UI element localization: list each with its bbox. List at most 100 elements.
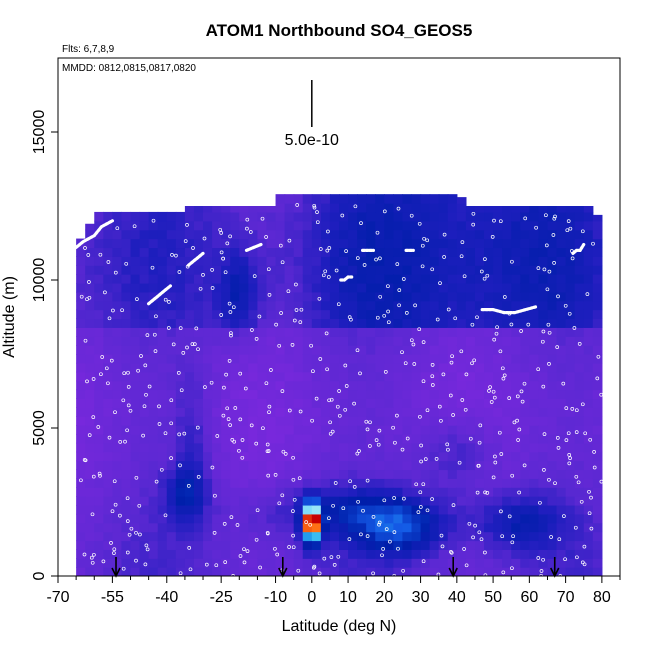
sample-marker (470, 322, 475, 327)
curtain-cell (402, 549, 413, 559)
curtain-cell (293, 203, 304, 213)
curtain-cell (94, 211, 104, 222)
curtain-cell (284, 265, 295, 275)
curtain-cell (230, 478, 240, 488)
curtain-cell (302, 265, 313, 275)
curtain-cell (302, 256, 313, 266)
curtain-cell (293, 389, 304, 399)
curtain-cell (85, 238, 95, 249)
curtain-cell (384, 229, 394, 240)
curtain-cell (547, 318, 558, 328)
curtain-cell (366, 256, 376, 266)
curtain-cell (112, 220, 123, 231)
curtain-cell (85, 522, 95, 533)
curtain-cell (447, 398, 458, 408)
sample-marker (377, 428, 382, 433)
curtain-cell (239, 531, 249, 542)
curtain-cell (157, 211, 168, 222)
curtain-cell (465, 354, 476, 364)
curtain-cell (384, 504, 394, 515)
curtain-cell (166, 362, 177, 373)
sample-marker (542, 432, 547, 436)
curtain-cell (547, 282, 558, 293)
curtain-cell (366, 362, 376, 373)
curtain-cell (339, 354, 349, 364)
curtain-cell (565, 336, 576, 346)
curtain-cell (529, 531, 540, 542)
sample-marker (144, 543, 149, 548)
sample-marker (471, 222, 476, 227)
curtain-cell (484, 371, 494, 382)
curtain-cell (357, 336, 367, 346)
curtain-cell (375, 513, 385, 524)
curtain-cell (502, 362, 512, 373)
curtain-cell (465, 300, 476, 311)
curtain-cell (203, 398, 213, 408)
curtain-cell (411, 549, 422, 559)
curtain-cell (502, 451, 512, 462)
curtain-cell (221, 451, 231, 462)
curtain-cell (311, 318, 322, 328)
curtain-cell (76, 504, 86, 515)
curtain-cell (221, 460, 231, 471)
curtain-cell (538, 549, 549, 559)
curtain-cell (574, 425, 585, 435)
curtain-cell (85, 531, 95, 542)
sample-marker (277, 501, 282, 506)
curtain-cell (112, 371, 123, 382)
x-tick-label: 80 (593, 589, 611, 606)
curtain-cell (266, 274, 277, 284)
curtain-cell (520, 282, 530, 293)
curtain-cell (166, 522, 177, 533)
curtain-cell (239, 567, 249, 576)
curtain-cell (275, 371, 286, 382)
sample-marker (365, 427, 370, 432)
curtain-cell (148, 291, 159, 302)
curtain-cell (76, 407, 86, 417)
curtain-cell (502, 522, 512, 533)
curtain-cell (565, 309, 576, 320)
curtain-cell (329, 558, 340, 568)
curtain-cell (411, 380, 422, 391)
curtain-cell (284, 256, 295, 266)
sample-marker (112, 547, 117, 552)
curtain-cell (375, 460, 385, 471)
curtain-cell (420, 531, 431, 542)
curtain-cell (184, 389, 195, 399)
curtain-cell (375, 247, 385, 257)
sample-marker (501, 376, 506, 381)
curtain-cell (484, 291, 494, 302)
sample-marker (425, 238, 430, 243)
curtain-cell (348, 291, 358, 302)
curtain-cell (366, 282, 376, 293)
curtain-cell (239, 211, 249, 222)
curtain-cell (547, 487, 558, 497)
curtain-cell (529, 407, 540, 417)
curtain-cell (85, 380, 95, 391)
curtain-cell (583, 389, 594, 399)
sample-marker (343, 407, 348, 412)
curtain-cell (583, 238, 594, 249)
curtain-cell (493, 567, 503, 576)
curtain-cell (266, 460, 277, 471)
curtain-cell (411, 558, 422, 568)
sample-marker (357, 449, 361, 453)
sample-marker (191, 246, 195, 250)
curtain-cell (429, 327, 440, 337)
curtain-cell (184, 282, 195, 293)
sample-marker (591, 241, 595, 246)
curtain-cell (402, 451, 413, 462)
sample-marker (522, 463, 527, 468)
curtain-cell (447, 194, 458, 204)
sample-marker (110, 509, 115, 514)
curtain-cell (239, 451, 249, 462)
curtain-cell (429, 282, 440, 293)
curtain-cell (139, 407, 150, 417)
curtain-cell (293, 433, 304, 444)
sample-marker (536, 556, 541, 560)
curtain-cell (565, 291, 576, 302)
curtain-cell (565, 380, 576, 391)
curtain-cell (402, 265, 413, 275)
curtain-cell (184, 362, 195, 373)
curtain-cell (429, 522, 440, 533)
